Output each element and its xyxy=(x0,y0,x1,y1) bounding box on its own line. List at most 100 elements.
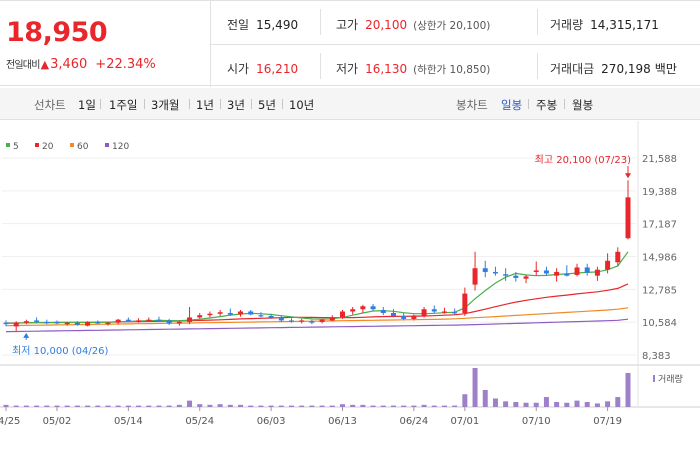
candle-body xyxy=(401,315,407,319)
volume-bar xyxy=(217,404,223,407)
volume-label: 거래량 xyxy=(550,18,584,32)
amount-label: 거래대금 xyxy=(550,62,595,76)
open-value: 16,210 xyxy=(256,62,299,76)
candle-body xyxy=(411,315,417,319)
up-arrow-icon: ▲ xyxy=(40,58,50,71)
candle-body xyxy=(105,322,111,325)
candle-body xyxy=(584,267,590,273)
volume-value: 14,315,171 xyxy=(590,18,659,32)
divider xyxy=(100,99,101,109)
price-change: 전일대비 ▲ 3,460 +22.34% xyxy=(6,56,156,72)
high-annotation: 최고 20,100 (07/23) xyxy=(535,154,631,166)
candle-body xyxy=(452,312,458,314)
low-cell: 저가 16,130 (하한가 10,850) xyxy=(336,60,490,77)
x-tick-label: 06/24 xyxy=(399,416,428,427)
candle-body xyxy=(380,309,386,313)
volume-bar xyxy=(74,405,80,407)
candle-body xyxy=(492,271,498,274)
volume-legend-swatch xyxy=(653,375,655,382)
legend-swatch xyxy=(105,143,109,147)
candle-body xyxy=(268,315,274,318)
volume-bar xyxy=(176,404,182,407)
divider xyxy=(537,53,538,79)
x-tick-label: 05/24 xyxy=(185,416,214,427)
candle-body xyxy=(64,322,70,325)
candle-body xyxy=(594,269,600,276)
y-tick-label: 12,785 xyxy=(642,285,677,296)
volume-bar xyxy=(207,404,213,407)
volume-bar xyxy=(13,405,19,407)
candle-body xyxy=(370,306,376,310)
period-1w[interactable]: 1주일 xyxy=(109,98,138,112)
volume-cell: 거래량 14,315,171 xyxy=(550,16,659,33)
volume-bar xyxy=(85,405,91,407)
candle-body xyxy=(289,320,295,322)
volume-bar xyxy=(615,397,621,407)
candle-body xyxy=(207,313,213,316)
candle-body xyxy=(54,321,60,324)
period-5y[interactable]: 5년 xyxy=(258,98,276,112)
divider xyxy=(564,99,565,109)
candle-body xyxy=(197,315,203,318)
volume-bar xyxy=(390,405,396,407)
candle-body xyxy=(350,309,356,312)
divider xyxy=(220,99,221,109)
moving-averages xyxy=(5,251,629,333)
divider xyxy=(251,99,252,109)
y-axis-ticks: 21,588 19,388 17,187 14,986 12,785 10,584 8,38… xyxy=(642,154,677,362)
candle-body xyxy=(339,311,345,318)
volume-bar xyxy=(594,403,600,407)
volume-bar xyxy=(472,368,478,407)
candle-body xyxy=(513,275,519,278)
period-weekly[interactable]: 주봉 xyxy=(536,98,558,112)
volume-bar xyxy=(136,405,142,407)
y-tick-label: 14,986 xyxy=(642,252,677,263)
open-cell: 시가 16,210 xyxy=(227,60,298,77)
divider xyxy=(282,99,283,109)
volume-bar xyxy=(187,400,193,407)
volume-bar xyxy=(115,405,121,407)
change-percent: +22.34% xyxy=(95,57,156,72)
volume-bar xyxy=(431,405,437,407)
period-monthly[interactable]: 월봉 xyxy=(572,98,594,112)
candle-body xyxy=(472,268,478,285)
candle-body xyxy=(503,274,509,276)
low-arrow-head xyxy=(23,332,30,338)
candle-body xyxy=(85,321,91,326)
volume-bar xyxy=(452,405,458,407)
period-3y[interactable]: 3년 xyxy=(227,98,245,112)
period-10y[interactable]: 10년 xyxy=(289,98,315,112)
x-tick-label: 06/03 xyxy=(257,416,286,427)
amount-cell: 거래대금 270,198 백만 xyxy=(550,60,677,77)
y-tick-label: 19,388 xyxy=(642,187,677,198)
low-value: 16,130 xyxy=(365,62,408,76)
period-daily[interactable]: 일봉 xyxy=(501,98,523,112)
volume-bar xyxy=(503,401,509,407)
x-axis-ticks: 04/25 05/02 05/14 05/24 06/03 06/13 06/24 07/01… xyxy=(0,407,622,427)
y-tick-label: 17,187 xyxy=(642,220,677,231)
volume-bar xyxy=(54,405,60,407)
candle-body xyxy=(125,319,131,322)
candle-body xyxy=(564,273,570,276)
lower-limit: (하한가 10,850) xyxy=(413,64,491,76)
candle-body xyxy=(44,321,50,324)
candle-body xyxy=(146,319,152,321)
price-panel: 18,950 전일대비 ▲ 3,460 +22.34% 전일 15,490 고가 2… xyxy=(0,0,700,87)
legend-swatch xyxy=(35,143,39,147)
prev-close-label: 전일 xyxy=(227,18,250,32)
candle-body xyxy=(115,319,121,323)
volume-bar xyxy=(146,405,152,407)
candle-body xyxy=(543,270,549,274)
y-tick-label: 8,383 xyxy=(642,351,671,362)
x-tick-label: 06/13 xyxy=(328,416,357,427)
candles xyxy=(3,180,631,331)
ma60-line xyxy=(5,307,629,327)
high-value: 20,100 xyxy=(365,18,408,32)
candle-body xyxy=(441,311,447,313)
period-1d[interactable]: 1일 xyxy=(78,98,96,112)
candle-body xyxy=(248,311,254,315)
period-3m[interactable]: 3개월 xyxy=(151,98,180,112)
volume-bar xyxy=(289,405,295,407)
period-1y[interactable]: 1년 xyxy=(196,98,214,112)
volume-bar xyxy=(370,405,376,407)
